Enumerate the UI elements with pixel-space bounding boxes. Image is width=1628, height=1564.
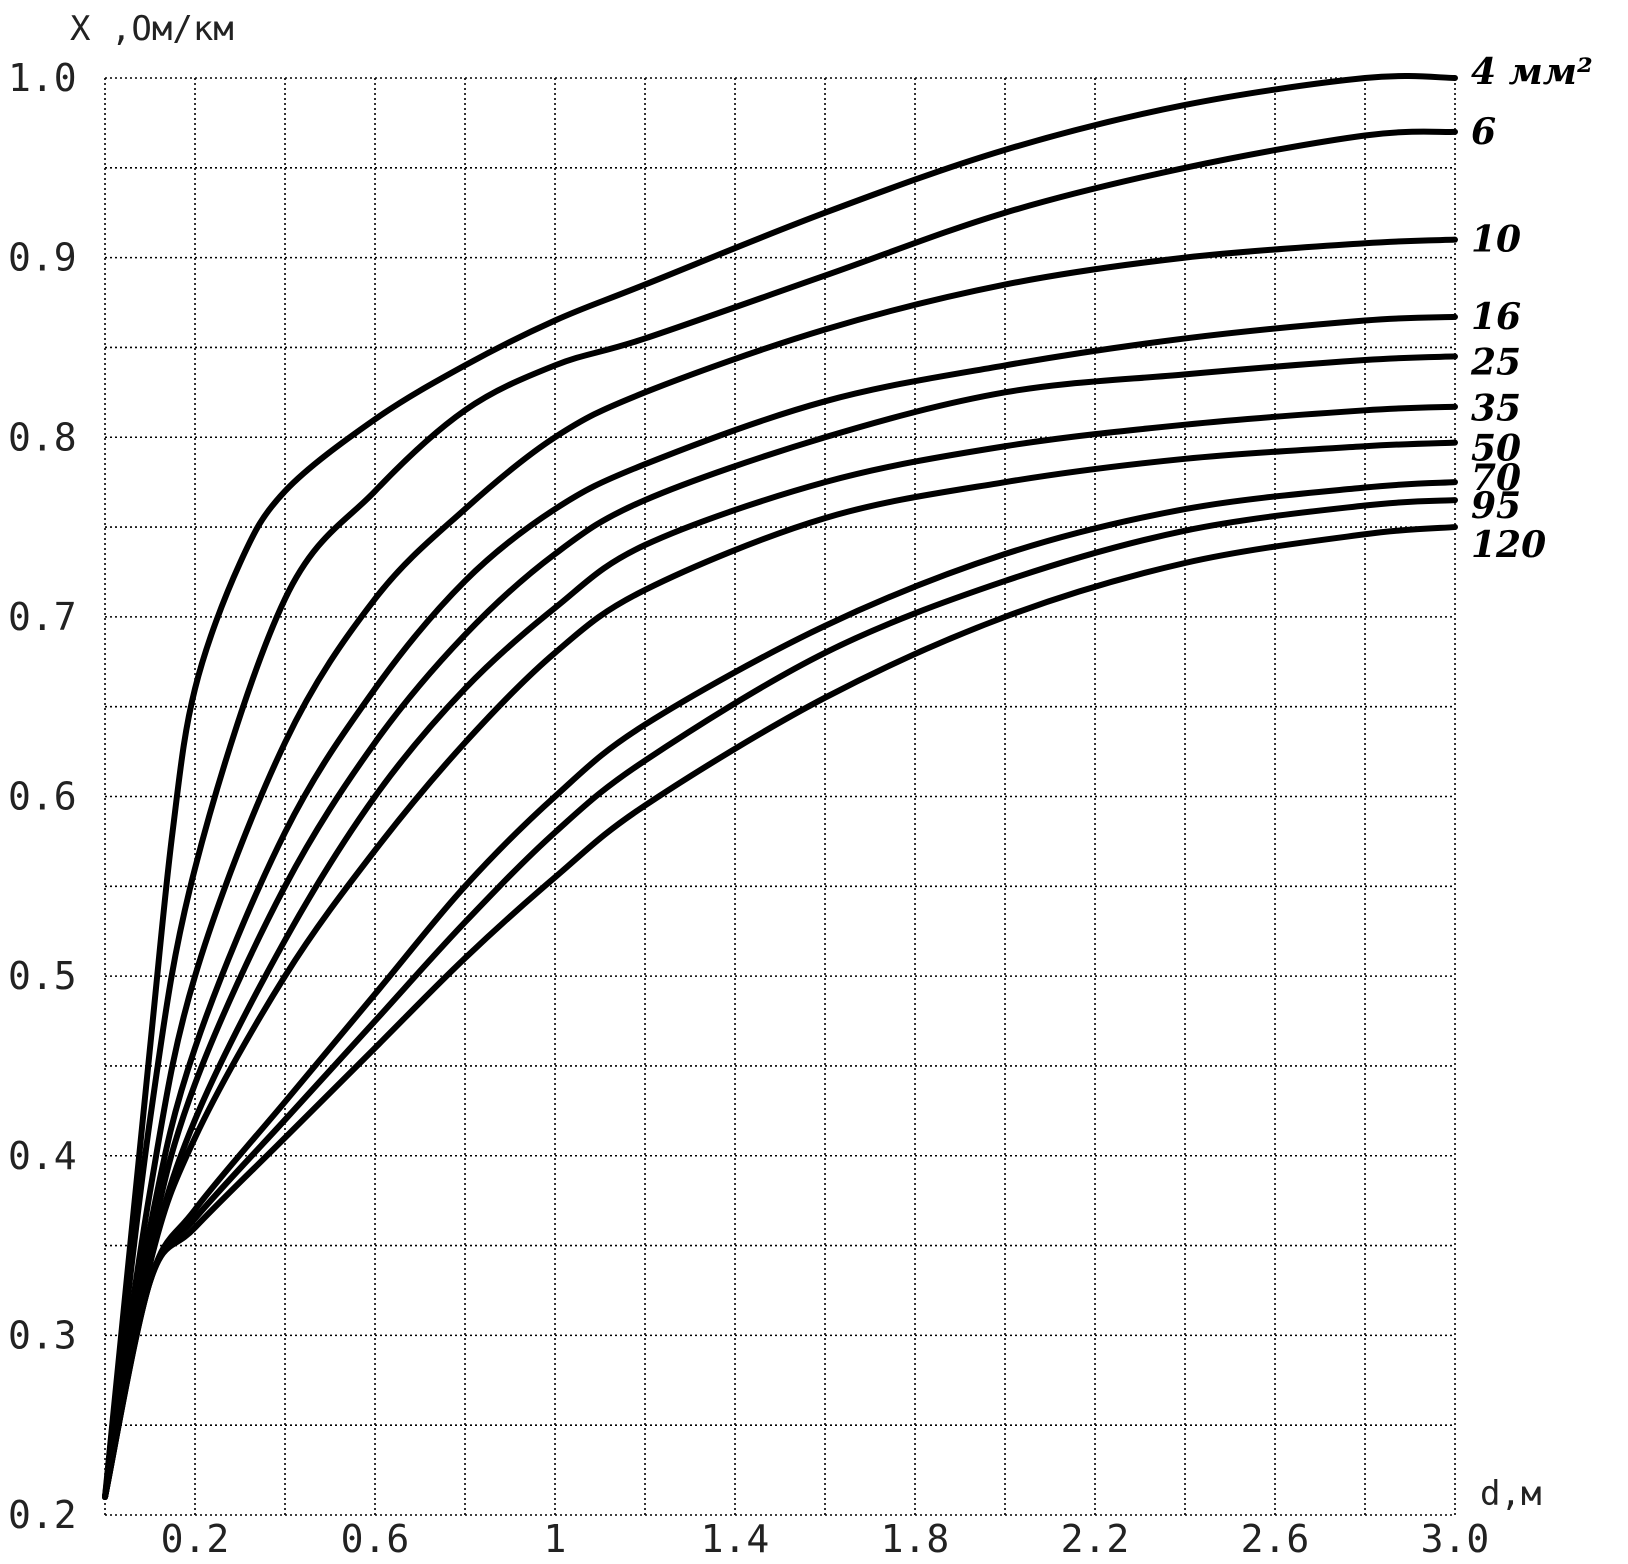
series-label: 70: [1471, 457, 1521, 499]
y-tick-label: 0.9: [8, 236, 77, 280]
x-tick-label: 1.4: [701, 1517, 770, 1561]
x-tick-label: 2.2: [1061, 1517, 1130, 1561]
series-line: [102, 353, 1458, 1501]
y-tick-label: 0.8: [8, 415, 77, 459]
series-label: 25: [1470, 341, 1521, 383]
x-tick-label: 1.8: [881, 1517, 950, 1561]
series-label: 35: [1471, 388, 1521, 430]
series-label: 6: [1471, 111, 1496, 153]
series-line: [102, 497, 1458, 1501]
series-label: 95: [1471, 485, 1521, 527]
x-tick-label: 0.6: [341, 1517, 410, 1561]
series-line: [102, 439, 1458, 1501]
y-tick-label: 0.6: [8, 775, 77, 819]
y-axis-title: X ,Ом/км: [70, 9, 234, 49]
series-label: 10: [1471, 219, 1521, 261]
tick-labels: 1.0 0.9 0.8 0.7 0.6 0.5 0.4 0.3 0.2 0.2 0.6 1 1.4 1.8…: [8, 56, 1489, 1561]
curves: [102, 73, 1458, 1501]
y-tick-label: 0.7: [8, 595, 77, 639]
series-line: [102, 313, 1458, 1501]
y-tick-label: 0.5: [8, 954, 77, 998]
series-label: 50: [1471, 428, 1521, 470]
series-line: [102, 73, 1458, 1501]
x-tick-label: 0.2: [161, 1517, 230, 1561]
series-line: [102, 128, 1458, 1501]
series-label: 120: [1471, 524, 1546, 566]
x-tick-label: 3.0: [1421, 1517, 1490, 1561]
y-tick-label: 1.0: [8, 56, 77, 100]
y-tick-label: 0.4: [8, 1134, 77, 1178]
x-tick-label: 1: [544, 1517, 567, 1561]
grid: [104, 77, 1456, 1516]
x-axis-title: d,м: [1480, 1474, 1541, 1514]
series-line: [102, 479, 1458, 1501]
series-line: [102, 236, 1458, 1501]
series-line: [102, 524, 1458, 1501]
series-line: [102, 403, 1458, 1501]
y-tick-label: 0.2: [8, 1493, 77, 1537]
y-tick-label: 0.3: [8, 1313, 77, 1357]
x-tick-label: 2.6: [1241, 1517, 1310, 1561]
series-label: 4 мм²: [1471, 51, 1593, 93]
series-label: 16: [1471, 296, 1521, 338]
